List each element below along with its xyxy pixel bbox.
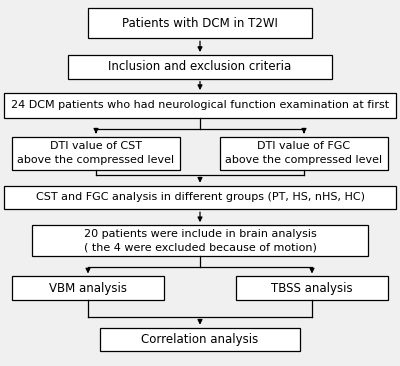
Text: TBSS analysis: TBSS analysis [271, 282, 353, 295]
Text: CST and FGC analysis in different groups (PT, HS, nHS, HC): CST and FGC analysis in different groups… [36, 193, 364, 202]
Text: Patients with DCM in T2WI: Patients with DCM in T2WI [122, 17, 278, 30]
FancyBboxPatch shape [68, 55, 332, 79]
Text: DTI value of FGC
above the compressed level: DTI value of FGC above the compressed le… [226, 141, 382, 165]
Text: 20 patients were include in brain analysis
( the 4 were excluded because of moti: 20 patients were include in brain analys… [84, 229, 316, 253]
FancyBboxPatch shape [100, 328, 300, 351]
Text: 24 DCM patients who had neurological function examination at first: 24 DCM patients who had neurological fun… [11, 100, 389, 111]
FancyBboxPatch shape [88, 8, 312, 38]
Text: Correlation analysis: Correlation analysis [141, 333, 259, 346]
FancyBboxPatch shape [12, 137, 180, 170]
FancyBboxPatch shape [236, 276, 388, 300]
Text: Inclusion and exclusion criteria: Inclusion and exclusion criteria [108, 60, 292, 73]
FancyBboxPatch shape [220, 137, 388, 170]
FancyBboxPatch shape [4, 93, 396, 118]
FancyBboxPatch shape [32, 225, 368, 256]
FancyBboxPatch shape [12, 276, 164, 300]
FancyBboxPatch shape [4, 186, 396, 209]
Text: DTI value of CST
above the compressed level: DTI value of CST above the compressed le… [18, 141, 174, 165]
Text: VBM analysis: VBM analysis [49, 282, 127, 295]
